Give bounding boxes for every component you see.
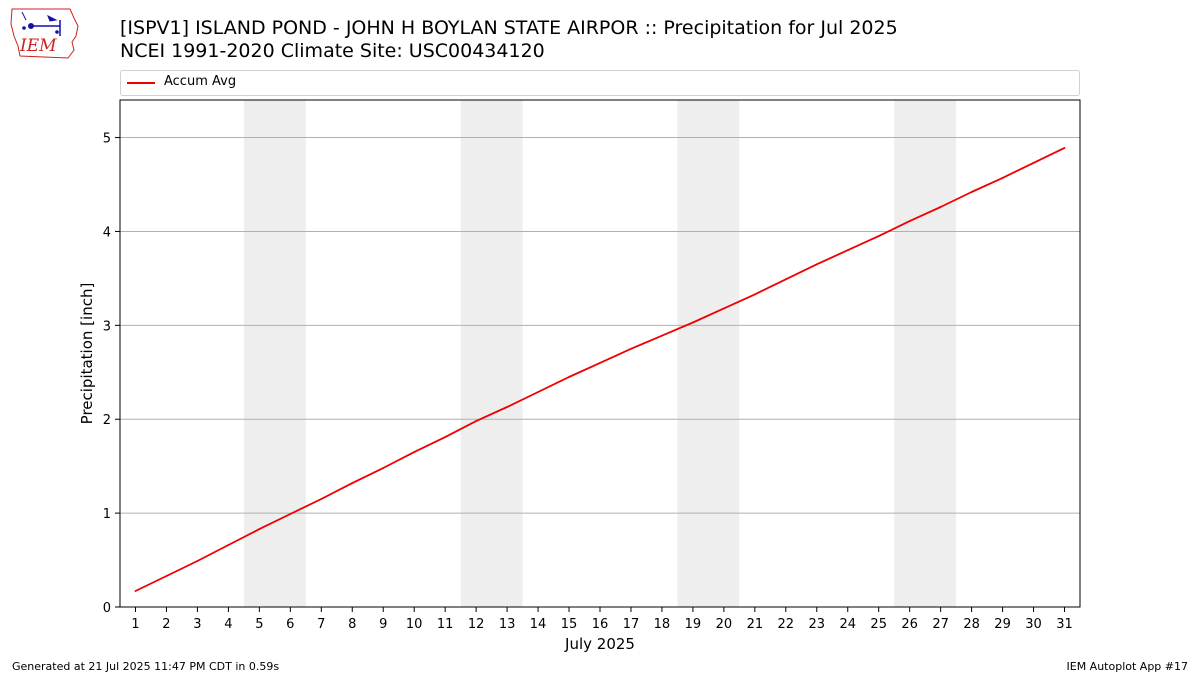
- data-point-day-17: [630, 347, 632, 350]
- x-tick-label-7: 7: [317, 617, 325, 632]
- data-point-day-16: [599, 361, 601, 364]
- data-point-day-2: [165, 575, 168, 577]
- x-tick-label-9: 9: [379, 617, 387, 632]
- data-point-day-3: [196, 560, 199, 562]
- y-tick-label-4: 4: [103, 225, 111, 240]
- data-point-day-18: [661, 334, 663, 337]
- x-tick-label-16: 16: [592, 617, 609, 632]
- x-tick-label-25: 25: [870, 617, 887, 632]
- x-tick-label-5: 5: [255, 617, 263, 632]
- x-tick-label-30: 30: [1025, 617, 1042, 632]
- x-tick-label-27: 27: [932, 617, 949, 632]
- x-tick-label-19: 19: [685, 617, 702, 632]
- x-tick-label-23: 23: [809, 617, 826, 632]
- x-tick-label-18: 18: [654, 617, 671, 632]
- x-tick-label-1: 1: [131, 617, 139, 632]
- legend-label-accum-avg: Accum Avg: [164, 74, 237, 89]
- x-tick-label-3: 3: [193, 617, 201, 632]
- data-point-day-13: [506, 406, 508, 408]
- x-tick-label-28: 28: [963, 617, 980, 632]
- data-point-day-10: [413, 451, 416, 453]
- y-tick-label-1: 1: [103, 507, 111, 522]
- x-tick-label-29: 29: [994, 617, 1011, 632]
- x-axis-label: July 2025: [564, 635, 635, 653]
- x-tick-label-8: 8: [348, 617, 356, 632]
- iowa-outline-shape: [10, 8, 79, 59]
- data-point-day-28: [970, 191, 973, 193]
- y-tick-label-5: 5: [103, 132, 111, 147]
- x-tick-label-22: 22: [778, 617, 795, 632]
- y-tick-label-3: 3: [103, 319, 111, 334]
- chart-subtitle: NCEI 1991-2020 Climate Site: USC00434120: [120, 40, 545, 62]
- weekend-band-2: [460, 100, 523, 607]
- data-point-day-9: [382, 467, 385, 469]
- chart-title: [ISPV1] ISLAND POND - JOHN H BOYLAN STAT…: [120, 17, 898, 39]
- data-point-day-22: [784, 278, 787, 281]
- x-tick-label-14: 14: [530, 617, 547, 632]
- y-axis-label: Precipitation [inch]: [78, 283, 96, 425]
- weekend-band-1: [243, 100, 306, 607]
- data-point-day-15: [568, 376, 570, 378]
- logo-text: IEM: [19, 36, 57, 56]
- x-tick-label-31: 31: [1056, 617, 1073, 632]
- legend-swatch-accum-avg: [127, 82, 155, 84]
- data-point-day-30: [1032, 162, 1035, 164]
- data-point-day-31: [1063, 146, 1066, 149]
- data-point-day-1: [134, 590, 137, 592]
- x-tick-label-11: 11: [437, 617, 454, 632]
- y-tick-label-2: 2: [103, 413, 111, 428]
- data-point-day-19: [692, 321, 694, 324]
- x-tick-label-17: 17: [623, 617, 640, 632]
- x-tick-label-15: 15: [561, 617, 578, 632]
- data-point-day-29: [1001, 177, 1004, 179]
- footer-app-label: IEM Autoplot App #17: [1066, 660, 1189, 673]
- legend: Accum Avg: [120, 70, 1080, 96]
- data-point-day-8: [351, 482, 354, 484]
- data-point-day-21: [753, 293, 756, 296]
- data-point-day-25: [877, 235, 880, 238]
- weekend-band-3: [677, 100, 740, 607]
- iem-logo: IEM: [10, 8, 79, 59]
- data-point-day-11: [444, 436, 447, 438]
- weather-station-icon: [21, 11, 61, 36]
- x-tick-label-4: 4: [224, 617, 232, 632]
- x-tick-label-21: 21: [747, 617, 764, 632]
- data-point-day-7: [320, 498, 323, 500]
- x-tick-label-12: 12: [468, 617, 485, 632]
- data-point-day-23: [815, 263, 818, 266]
- x-tick-label-10: 10: [406, 617, 423, 632]
- data-point-day-26: [908, 220, 911, 223]
- data-point-day-5: [258, 528, 261, 530]
- data-point-day-12: [475, 420, 478, 422]
- data-point-day-27: [939, 206, 942, 208]
- x-tick-label-26: 26: [901, 617, 918, 632]
- data-point-day-24: [846, 249, 849, 252]
- x-tick-label-6: 6: [286, 617, 294, 632]
- data-point-day-20: [722, 307, 725, 310]
- x-tick-label-2: 2: [162, 617, 170, 632]
- weekend-band-4: [894, 100, 957, 607]
- data-point-day-4: [227, 544, 230, 546]
- x-tick-label-24: 24: [839, 617, 856, 632]
- data-point-day-14: [537, 391, 539, 393]
- data-point-day-6: [289, 513, 292, 515]
- footer-generated-text: Generated at 21 Jul 2025 11:47 PM CDT in…: [12, 660, 280, 673]
- x-tick-label-20: 20: [716, 617, 733, 632]
- y-tick-label-0: 0: [103, 601, 111, 616]
- x-tick-label-13: 13: [499, 617, 516, 632]
